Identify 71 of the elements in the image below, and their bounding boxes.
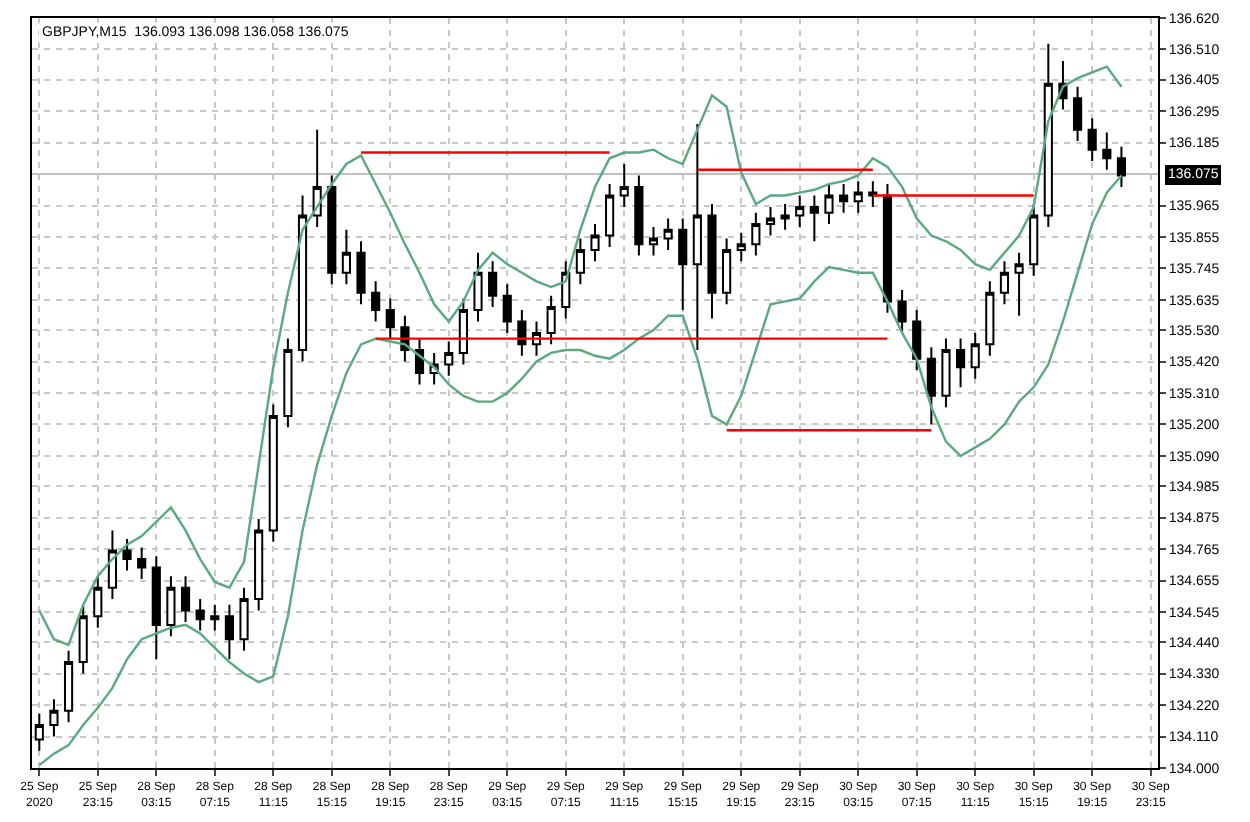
candlestick (853, 180, 863, 214)
candlestick (941, 337, 951, 409)
candlestick (1087, 117, 1097, 163)
candlestick (444, 340, 454, 377)
candlestick (619, 163, 629, 208)
candlestick (663, 217, 673, 251)
candlestick (166, 575, 176, 638)
candlestick (1029, 203, 1039, 277)
candlestick (970, 331, 980, 380)
candlestick (327, 174, 337, 286)
candlestick (1116, 145, 1127, 188)
candlestick (678, 217, 688, 311)
candlestick (751, 211, 761, 257)
candlestick (590, 223, 600, 263)
candlestick (868, 180, 878, 208)
candlestick (151, 555, 161, 661)
candlestick (648, 225, 659, 257)
candlestick (137, 546, 147, 581)
line-series (38, 174, 1123, 767)
candlestick (268, 403, 278, 543)
candlestick (180, 575, 191, 623)
candlestick (122, 538, 132, 572)
candlestick (692, 122, 702, 352)
candlestick (985, 280, 995, 357)
candlestick (546, 294, 556, 346)
candlestick (765, 205, 776, 237)
candlestick (107, 529, 118, 601)
candlestick (956, 337, 966, 389)
candlestick (210, 603, 220, 632)
candlestick (634, 174, 644, 257)
candlestick (1072, 85, 1083, 143)
candlestick (297, 194, 308, 363)
candlestick (488, 260, 498, 309)
candlestick (882, 183, 893, 314)
candlestick (502, 283, 512, 334)
candlestick (1102, 131, 1112, 171)
candlestick (824, 183, 834, 226)
candlestick (385, 297, 395, 340)
candlestick (356, 240, 366, 306)
candlestick (224, 603, 234, 661)
candlestick (707, 203, 717, 320)
candlestick (78, 603, 88, 675)
candlestick (473, 251, 483, 323)
candlestick (458, 297, 468, 366)
candlestick (795, 194, 805, 228)
candlestick (999, 260, 1010, 306)
candlestick (517, 308, 527, 357)
line-series (38, 65, 1123, 647)
candlestick (780, 203, 790, 231)
candlestick (575, 237, 585, 286)
candlestick (49, 698, 59, 738)
candlestick (897, 288, 907, 334)
candlestick (722, 237, 732, 306)
candlestick (371, 280, 381, 323)
candlestick (254, 517, 264, 612)
candlestick (912, 308, 922, 372)
candlestick (93, 575, 103, 629)
candlestick (809, 194, 819, 243)
candlestick (736, 231, 746, 263)
candlestick (63, 649, 74, 724)
candlestick (341, 228, 351, 286)
candlestick (414, 337, 425, 386)
candlestick (312, 128, 322, 228)
candlestick (605, 183, 615, 248)
candlestick (1043, 42, 1053, 228)
candlestick (283, 337, 293, 429)
candlestick (195, 598, 205, 632)
candlestick (839, 183, 849, 214)
candlestick (239, 586, 249, 652)
candlestick (1014, 251, 1024, 317)
candlestick (926, 346, 936, 426)
